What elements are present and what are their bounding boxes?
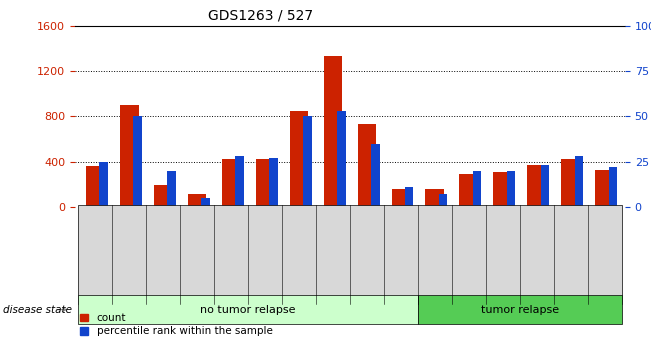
Bar bbox=[201, 198, 210, 207]
Bar bbox=[507, 171, 516, 207]
Text: no tumor relapse: no tumor relapse bbox=[201, 305, 296, 315]
Bar bbox=[541, 165, 549, 207]
Bar bbox=[595, 170, 614, 207]
Bar bbox=[235, 156, 243, 207]
Bar bbox=[426, 189, 444, 207]
Bar bbox=[473, 171, 481, 207]
Bar bbox=[391, 189, 410, 207]
Bar bbox=[337, 111, 346, 207]
Bar bbox=[561, 159, 580, 207]
Bar bbox=[154, 185, 173, 207]
Bar bbox=[460, 174, 478, 207]
Bar bbox=[290, 111, 309, 207]
Bar bbox=[439, 194, 447, 207]
Bar bbox=[527, 165, 546, 207]
Text: disease state: disease state bbox=[3, 305, 72, 315]
Bar bbox=[357, 124, 376, 207]
Bar bbox=[324, 57, 342, 207]
Bar bbox=[303, 117, 312, 207]
Bar bbox=[493, 172, 512, 207]
Bar bbox=[222, 159, 240, 207]
Legend: count, percentile rank within the sample: count, percentile rank within the sample bbox=[80, 313, 273, 336]
Bar bbox=[100, 162, 108, 207]
Bar bbox=[371, 144, 380, 207]
Bar bbox=[256, 159, 274, 207]
Bar bbox=[133, 117, 142, 207]
Bar bbox=[609, 167, 617, 207]
Bar bbox=[575, 156, 583, 207]
Bar bbox=[167, 171, 176, 207]
Bar bbox=[120, 105, 139, 207]
Text: GDS1263 / 527: GDS1263 / 527 bbox=[208, 9, 313, 23]
Bar bbox=[405, 187, 413, 207]
Bar bbox=[86, 166, 105, 207]
Bar bbox=[187, 194, 206, 207]
Text: tumor relapse: tumor relapse bbox=[480, 305, 559, 315]
Bar bbox=[269, 158, 278, 207]
